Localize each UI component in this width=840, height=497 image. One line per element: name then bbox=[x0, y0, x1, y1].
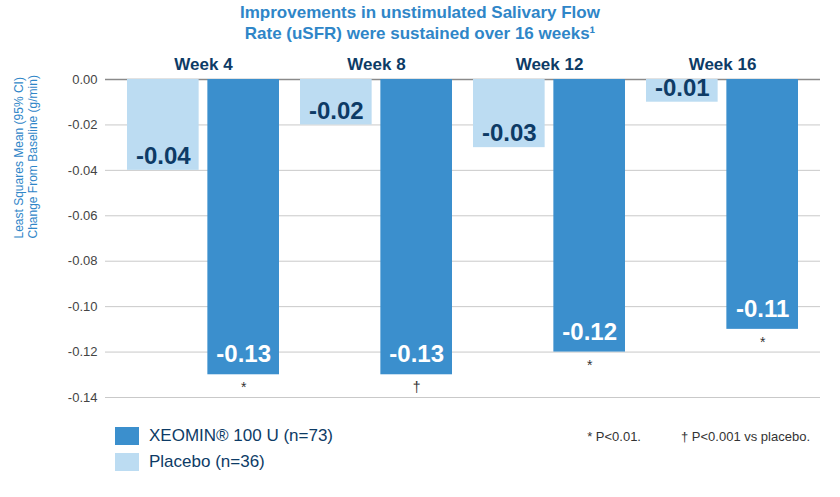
svg-text:-0.10: -0.10 bbox=[68, 299, 98, 314]
svg-text:Least Squares Mean (95% CI)Cha: Least Squares Mean (95% CI)Change From B… bbox=[12, 75, 40, 238]
svg-text:-0.02: -0.02 bbox=[309, 97, 364, 124]
svg-text:-0.08: -0.08 bbox=[68, 253, 98, 268]
svg-text:-0.13: -0.13 bbox=[389, 340, 444, 367]
html-text:Improvements in unstimulated S: Improvements in unstimulated Salivary Fl… bbox=[240, 3, 600, 43]
svg-text:-0.02: -0.02 bbox=[68, 117, 98, 132]
svg-text:-0.12: -0.12 bbox=[562, 318, 617, 345]
svg-text:-0.11: -0.11 bbox=[736, 295, 789, 322]
svg-text:Week 4: Week 4 bbox=[174, 55, 233, 74]
svg-text:-0.03: -0.03 bbox=[482, 119, 537, 146]
svg-text:-0.13: -0.13 bbox=[216, 340, 271, 367]
html-text:† P<0.001 vs placebo.: † P<0.001 vs placebo. bbox=[681, 428, 810, 444]
svg-text:-0.04: -0.04 bbox=[68, 163, 98, 178]
svg-text:Week 8: Week 8 bbox=[347, 55, 405, 74]
svg-text:Week 12: Week 12 bbox=[516, 55, 584, 74]
svg-text:†: † bbox=[413, 379, 421, 395]
svg-text:-0.01: -0.01 bbox=[655, 74, 710, 101]
svg-text:*: * bbox=[760, 334, 766, 350]
html-text:* P<0.01.: * P<0.01. bbox=[587, 428, 641, 444]
svg-text:-0.12: -0.12 bbox=[68, 344, 98, 359]
svg-text:-0.14: -0.14 bbox=[68, 390, 98, 405]
svg-text:-0.06: -0.06 bbox=[68, 208, 98, 223]
svg-text:-0.04: -0.04 bbox=[136, 142, 191, 169]
svg-text:*: * bbox=[587, 357, 593, 373]
svg-text:0.00: 0.00 bbox=[72, 72, 97, 87]
svg-text:*: * bbox=[241, 379, 247, 395]
svg-text:Week 16: Week 16 bbox=[689, 55, 757, 74]
html-text:Placebo (n=36): Placebo (n=36) bbox=[149, 452, 265, 471]
html-text:XEOMIN® 100 U (n=73): XEOMIN® 100 U (n=73) bbox=[149, 426, 333, 445]
